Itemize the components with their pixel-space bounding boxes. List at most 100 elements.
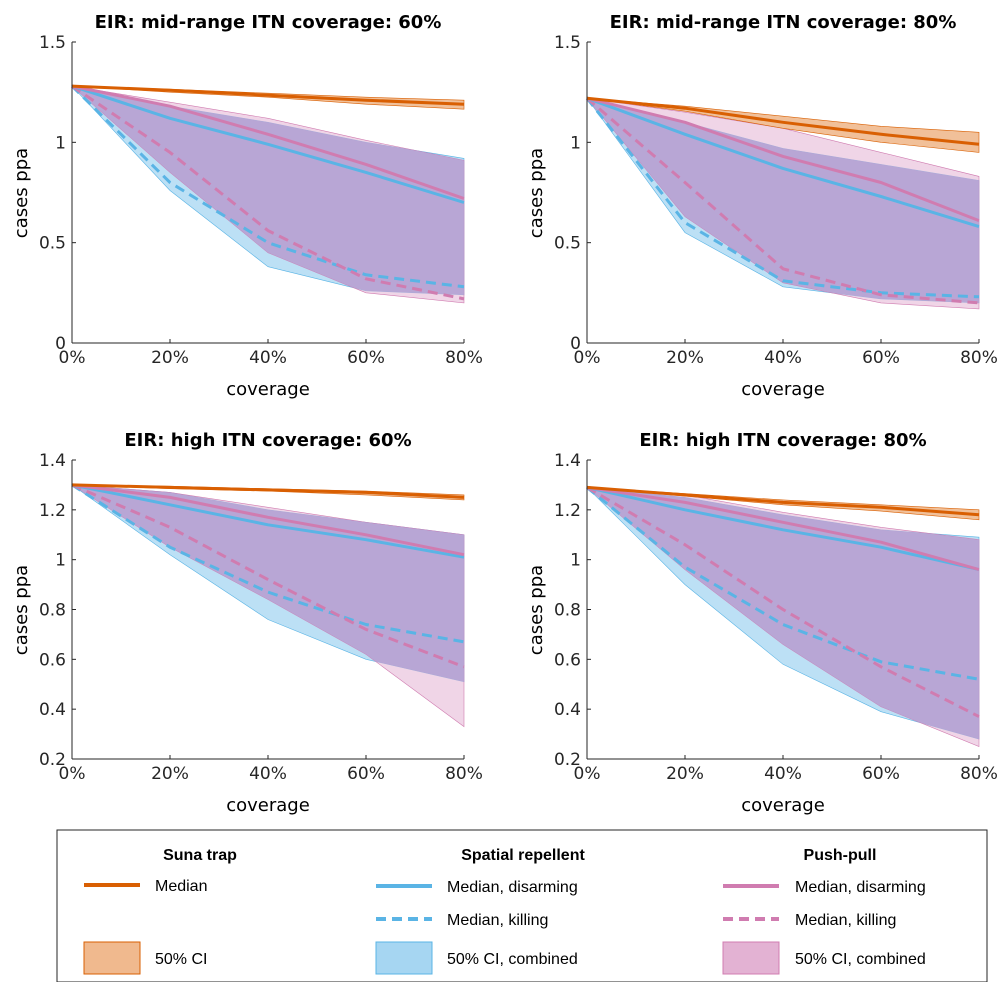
x-tick-label: 20% [666, 348, 704, 368]
ci-overlap-region [587, 487, 979, 740]
line-push-pull-median-disarming [586, 485, 980, 572]
y-tick-label: 0 [570, 334, 581, 354]
x-tick-label: 0% [59, 764, 86, 784]
legend-box [56, 829, 988, 982]
plot-area: 0% 20% 40% 60% 80% 0.2 0.4 0.6 0.8 1 1.2 1.4 [554, 451, 998, 784]
y-tick-label: 0.2 [39, 750, 66, 770]
y-tick-label: 1 [570, 133, 581, 153]
legend-label-suna-median: Median [155, 878, 207, 895]
legend: Suna trap Median 50% CI Spatial repellen… [56, 829, 988, 982]
panel-mid-range-itn-60: EIR: mid-range ITN coverage: 60% cases p… [11, 12, 483, 400]
x-tick-label: 60% [347, 348, 385, 368]
legend-heading-suna-trap: Suna trap [163, 847, 237, 864]
y-axis-label: cases ppa [526, 565, 547, 655]
legend-heading-spatial-repellent: Spatial repellent [461, 847, 585, 864]
line-spatial-repellent-median-disarming [586, 485, 980, 572]
panel-title: EIR: high ITN coverage: 60% [124, 430, 411, 451]
line-push-pull-median-disarming [586, 96, 980, 222]
y-tick-label: 1.5 [39, 33, 66, 53]
plot-area: 0% 20% 40% 60% 80% 0.2 0.4 0.6 0.8 1 1.2 1.4 [39, 451, 483, 784]
x-tick-label: 60% [347, 764, 385, 784]
x-tick-label: 40% [249, 764, 287, 784]
line-spatial-repellent-median-killing [70, 85, 465, 289]
line-spatial-repellent-median-disarming [71, 84, 465, 204]
panel-high-itn-60: EIR: high ITN coverage: 60% cases ppa co… [11, 430, 483, 816]
y-tick-label: 1 [55, 133, 66, 153]
y-tick-label: 1.4 [39, 451, 66, 471]
y-tick-label: 0.4 [39, 700, 66, 720]
legend-label-repellent-ci: 50% CI, combined [447, 951, 578, 968]
legend-swatch-repellent-ci [375, 941, 433, 975]
panel-title: EIR: mid-range ITN coverage: 60% [95, 12, 442, 33]
line-suna-trap-median [586, 96, 980, 146]
x-tick-label: 0% [574, 348, 601, 368]
line-push-pull-median-killing [71, 483, 465, 669]
x-axis-label: coverage [741, 379, 825, 400]
y-axis-label: cases ppa [526, 148, 547, 238]
legend-swatch-pushpull-ci [722, 941, 780, 975]
x-tick-label: 80% [445, 764, 483, 784]
x-tick-label: 20% [151, 348, 189, 368]
x-tick-label: 80% [960, 348, 998, 368]
line-push-pull-median-killing [71, 84, 465, 301]
legend-label-pushpull-disarming: Median, disarming [795, 879, 926, 896]
x-tick-label: 40% [764, 764, 802, 784]
legend-label-repellent-disarming: Median, disarming [447, 879, 578, 896]
line-suna-trap-median [586, 485, 980, 517]
line-push-pull-median-disarming [71, 483, 465, 557]
x-tick-label: 40% [764, 348, 802, 368]
y-tick-label: 1.2 [554, 501, 581, 521]
legend-label-suna-ci: 50% CI [155, 951, 207, 968]
y-tick-label: 0 [55, 334, 66, 354]
legend-label-pushpull-ci: 50% CI, combined [795, 951, 926, 968]
y-tick-label: 0.2 [554, 750, 581, 770]
x-tick-label: 20% [151, 764, 189, 784]
ci-overlap-region [587, 98, 979, 303]
x-tick-label: 60% [862, 764, 900, 784]
x-tick-label: 80% [445, 348, 483, 368]
y-tick-label: 1 [55, 551, 66, 571]
x-tick-label: 80% [960, 764, 998, 784]
x-axis-label: coverage [226, 795, 310, 816]
panel-mid-range-itn-80: EIR: mid-range ITN coverage: 80% cases p… [526, 12, 998, 400]
y-tick-label: 0.5 [39, 234, 66, 254]
y-tick-label: 1.5 [554, 33, 581, 53]
line-spatial-repellent-median-disarming [586, 96, 980, 229]
ci-band-suna-trap [586, 97, 980, 153]
y-tick-label: 0.6 [39, 650, 66, 670]
y-tick-label: 1.4 [554, 451, 581, 471]
panel-title: EIR: high ITN coverage: 80% [639, 430, 926, 451]
y-tick-label: 0.4 [554, 700, 581, 720]
y-tick-label: 0.5 [554, 234, 581, 254]
panel-title: EIR: mid-range ITN coverage: 80% [610, 12, 957, 33]
x-tick-label: 20% [666, 764, 704, 784]
line-spatial-repellent-median-disarming [71, 483, 465, 559]
line-push-pull-median-killing [586, 97, 980, 305]
x-tick-label: 0% [574, 764, 601, 784]
legend-label-repellent-killing: Median, killing [447, 912, 548, 929]
y-tick-label: 1 [570, 551, 581, 571]
x-axis-label: coverage [226, 379, 310, 400]
plot-area: 0% 20% 40% 60% 80% 0 0.5 1 1.5 [39, 33, 483, 368]
y-axis-label: cases ppa [11, 148, 32, 238]
ci-overlap-region [72, 484, 464, 682]
line-suna-trap-median [71, 483, 465, 499]
legend-label-pushpull-killing: Median, killing [795, 912, 896, 929]
y-tick-label: 0.8 [39, 601, 66, 621]
line-push-pull-median-disarming [71, 84, 465, 200]
line-spatial-repellent-median-killing [71, 483, 465, 644]
line-spatial-repellent-median-killing [585, 97, 980, 299]
line-push-pull-median-killing [586, 486, 980, 718]
y-tick-label: 0.8 [554, 601, 581, 621]
plot-area: 0% 20% 40% 60% 80% 0 0.5 1 1.5 [554, 33, 998, 368]
x-tick-label: 0% [59, 348, 86, 368]
x-tick-label: 60% [862, 348, 900, 368]
y-tick-label: 1.2 [39, 501, 66, 521]
line-suna-trap-median [71, 84, 465, 106]
x-tick-label: 40% [249, 348, 287, 368]
line-spatial-repellent-median-killing [586, 486, 980, 681]
x-axis-label: coverage [741, 795, 825, 816]
panel-high-itn-80: EIR: high ITN coverage: 80% cases ppa co… [526, 430, 998, 816]
legend-swatch-suna-ci [83, 941, 141, 975]
